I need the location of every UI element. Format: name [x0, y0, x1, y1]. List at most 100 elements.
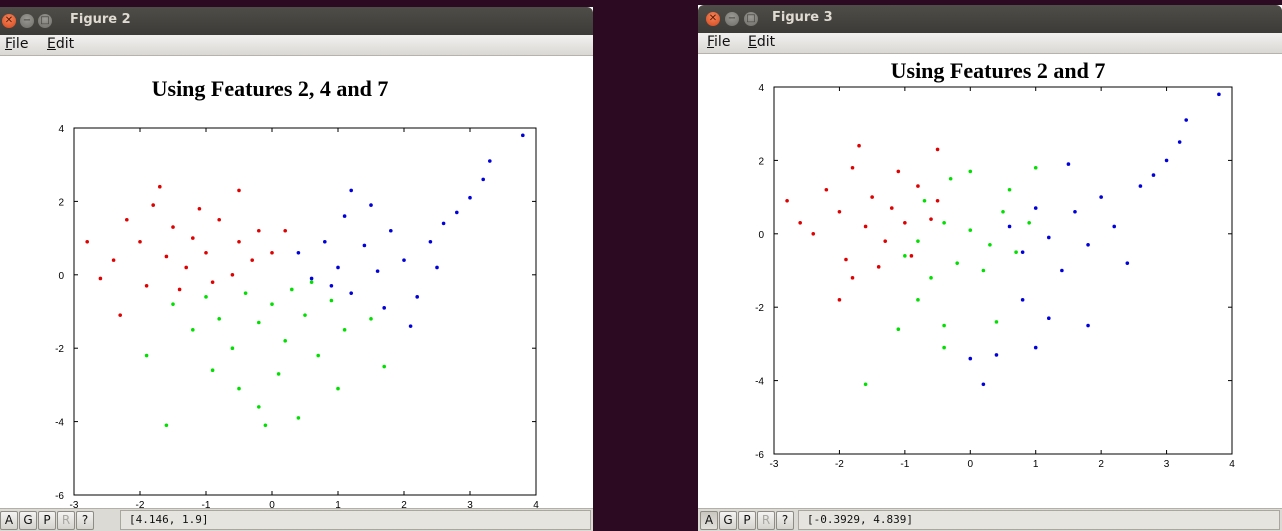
scatter-point	[283, 228, 288, 233]
scatter-point	[309, 276, 314, 281]
scatter-point	[1099, 195, 1103, 199]
menu-file-mnemonic: F	[5, 36, 13, 52]
figure-3-window: ✕ − □ Figure 3 File Edit Using Features …	[698, 5, 1282, 531]
menu-edit[interactable]: Edit	[748, 34, 775, 50]
pan-button[interactable]: P	[738, 511, 756, 530]
scatter-point	[857, 143, 861, 148]
scatter-point	[968, 169, 973, 174]
scatter-point	[1007, 187, 1012, 192]
help-button[interactable]: ?	[76, 511, 94, 530]
scatter-point	[981, 382, 986, 387]
scatter-point	[408, 324, 413, 328]
menu-file-label: ile	[12, 36, 29, 52]
minimize-icon[interactable]: −	[20, 14, 34, 28]
x-tick-label: 4	[533, 500, 539, 509]
scatter-point	[455, 210, 459, 215]
titlebar[interactable]: ✕ − □ Figure 2	[0, 7, 593, 35]
scatter-point	[296, 250, 301, 255]
scatter-point	[230, 273, 235, 277]
scatter-point	[191, 236, 195, 240]
scatter-point	[111, 258, 116, 262]
scatter-point	[1112, 224, 1117, 229]
rotate-button[interactable]: R	[757, 511, 775, 530]
scatter-point	[981, 268, 986, 273]
scatter-point	[1066, 162, 1071, 166]
scatter-point	[909, 254, 914, 258]
scatter-point	[144, 284, 149, 288]
scatter-point	[210, 280, 215, 284]
scatter-point	[257, 405, 261, 409]
titlebar[interactable]: ✕ − □ Figure 3	[698, 5, 1282, 33]
scatter-point	[968, 356, 973, 361]
menubar: File Edit	[0, 35, 593, 56]
scatter-point	[942, 345, 946, 350]
scatter-point	[863, 224, 868, 229]
scatter-point	[316, 353, 321, 358]
x-tick-label: -1	[900, 459, 909, 470]
scatter-point	[948, 176, 953, 181]
scatter-point	[1047, 316, 1051, 321]
menu-file[interactable]: File	[707, 34, 730, 50]
scatter-point	[850, 276, 855, 280]
y-tick-label: 2	[58, 197, 64, 208]
scatter-point	[323, 239, 327, 244]
scatter-point	[903, 220, 907, 225]
scatter-point	[955, 261, 959, 265]
scatter-point	[1151, 173, 1156, 177]
scatter-plot[interactable]: Using Features 2 and 7 -3 -2 -1 0 1 2 3 4 -6 -4 -2 0…	[698, 54, 1282, 509]
scatter-point	[994, 320, 999, 324]
coordinate-readout: [4.146, 1.9]	[120, 510, 591, 530]
menu-file[interactable]: File	[5, 36, 28, 52]
x-tick-label: 4	[1229, 459, 1235, 470]
scatter-point	[798, 220, 802, 225]
scatter-point	[270, 250, 274, 255]
x-tick-label: -3	[770, 459, 779, 470]
scatter-point	[237, 188, 241, 193]
maximize-icon[interactable]: □	[744, 12, 758, 26]
scatter-point	[375, 269, 380, 273]
menu-edit-label: dit	[756, 34, 776, 50]
close-icon[interactable]: ✕	[706, 12, 720, 26]
scatter-point	[929, 217, 933, 221]
scatter-point	[144, 353, 149, 358]
scatter-point	[243, 291, 248, 295]
grid-toggle-button[interactable]: G	[719, 511, 737, 530]
pan-button[interactable]: P	[38, 511, 56, 530]
scatter-point	[1125, 261, 1130, 265]
autoscale-button[interactable]: A	[700, 511, 718, 530]
close-icon[interactable]: ✕	[2, 14, 16, 28]
scatter-plot[interactable]: Using Features 2, 4 and 7 -3 -2 -1 0 1 2 3 4 -6 -4…	[0, 56, 593, 509]
y-tick-label: -6	[755, 450, 764, 461]
scatter-point	[1033, 345, 1038, 350]
menu-file-mnemonic: F	[707, 34, 715, 50]
minimize-icon[interactable]: −	[725, 12, 739, 26]
maximize-icon[interactable]: □	[38, 14, 52, 28]
scatter-point	[382, 364, 387, 369]
scatter-point	[1086, 243, 1090, 247]
scatter-point	[916, 239, 920, 243]
scatter-point	[889, 206, 894, 210]
scatter-point	[903, 254, 907, 258]
autoscale-button[interactable]: A	[0, 511, 18, 530]
menu-edit[interactable]: Edit	[47, 36, 74, 52]
y-tick-label: -6	[55, 491, 64, 502]
scatter-point	[164, 423, 169, 428]
scatter-point	[257, 228, 261, 233]
y-tick-label: -2	[55, 344, 64, 355]
rotate-button[interactable]: R	[57, 511, 75, 530]
scatter-point	[349, 291, 354, 295]
scatter-point	[230, 346, 235, 351]
y-tick-label: -2	[755, 303, 764, 314]
scatter-point	[270, 302, 274, 306]
help-button[interactable]: ?	[776, 511, 794, 530]
coordinate-readout: [-0.3929, 4.839]	[798, 510, 1280, 530]
chart-title: Using Features 2, 4 and 7	[152, 76, 389, 101]
x-tick-label: -3	[70, 500, 79, 509]
scatter-point	[1020, 250, 1025, 254]
grid-toggle-button[interactable]: G	[19, 511, 37, 530]
scatter-point	[1177, 140, 1182, 144]
scatter-point	[329, 284, 334, 288]
scatter-point	[171, 225, 175, 229]
scatter-point	[197, 206, 202, 211]
scatter-point	[369, 203, 373, 207]
